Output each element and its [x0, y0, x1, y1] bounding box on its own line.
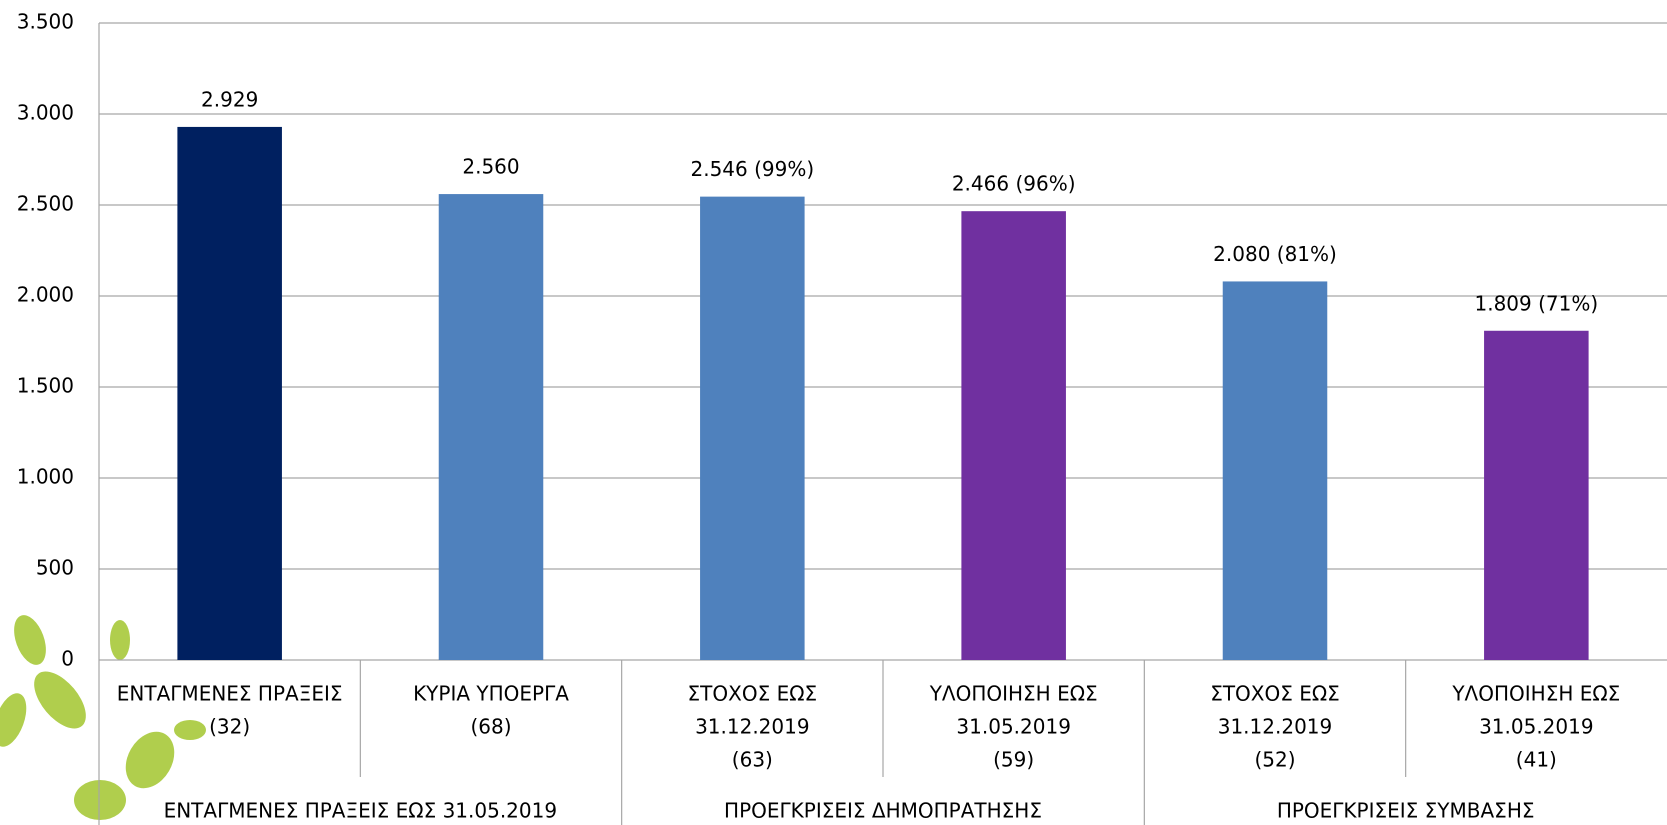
- bar: [700, 197, 805, 660]
- x-tick-label: (52): [1254, 748, 1295, 772]
- y-tick-label: 2.000: [17, 283, 74, 307]
- y-tick-label: 1.000: [17, 465, 74, 489]
- x-tick-label: (63): [732, 748, 773, 772]
- value-label: 2.929: [201, 87, 258, 111]
- y-tick-label: 0: [61, 647, 74, 671]
- x-tick-label: (32): [209, 715, 250, 739]
- x-tick-label: ΥΛΟΠΟΙΗΣΗ ΕΩΣ: [1451, 682, 1620, 706]
- bar: [177, 127, 282, 660]
- value-label: 2.080 (81%): [1213, 242, 1337, 266]
- x-tick-label: (59): [993, 748, 1034, 772]
- x-tick-label: 31.05.2019: [1479, 715, 1594, 739]
- y-tick-label: 2.500: [17, 192, 74, 216]
- x-tick-label: (68): [470, 715, 511, 739]
- value-label: 2.560: [462, 155, 519, 179]
- x-tick-label: 31.12.2019: [695, 715, 810, 739]
- x-tick-label: 31.12.2019: [1218, 715, 1333, 739]
- chart: 0 500 1.000 1.500 2.000 2.500 3.000 3.500 2.929 Ε…: [0, 0, 1667, 825]
- y-tick-label: 1.500: [17, 374, 74, 398]
- x-tick-label: (41): [1516, 748, 1557, 772]
- y-tick-label: 3.000: [17, 101, 74, 125]
- y-tick-label: 3.500: [17, 10, 74, 34]
- logo-decoration: [0, 611, 206, 820]
- value-label: 2.546 (99%): [690, 157, 814, 181]
- x-tick-label: ΕΝΤΑΓΜΕΝΕΣ ΠΡΑΞΕΙΣ: [117, 682, 343, 706]
- bar: [439, 194, 544, 660]
- value-label: 1.809 (71%): [1474, 291, 1598, 315]
- bar: [1223, 281, 1328, 660]
- y-tick-label: 500: [36, 556, 74, 580]
- group-label: ΠΡΟΕΓΚΡΙΣΕΙΣ ΔΗΜΟΠΡΑΤΗΣΗΣ: [724, 799, 1042, 823]
- x-tick-label: ΥΛΟΠΟΙΗΣΗ ΕΩΣ: [929, 682, 1098, 706]
- value-label: 2.466 (96%): [952, 172, 1076, 196]
- group-label: ΕΝΤΑΓΜΕΝΕΣ ΠΡΑΞΕΙΣ ΕΩΣ 31.05.2019: [164, 799, 558, 823]
- x-tick-label: ΚΥΡΙΑ ΥΠΟΕΡΓΑ: [413, 682, 569, 706]
- bar: [1484, 331, 1589, 660]
- bar: [961, 211, 1066, 660]
- group-label: ΠΡΟΕΓΚΡΙΣΕΙΣ ΣΥΜΒΑΣΗΣ: [1277, 799, 1535, 823]
- x-tick-label: 31.05.2019: [956, 715, 1071, 739]
- x-tick-label: ΣΤΟΧΟΣ ΕΩΣ: [688, 682, 818, 706]
- x-tick-label: ΣΤΟΧΟΣ ΕΩΣ: [1210, 682, 1340, 706]
